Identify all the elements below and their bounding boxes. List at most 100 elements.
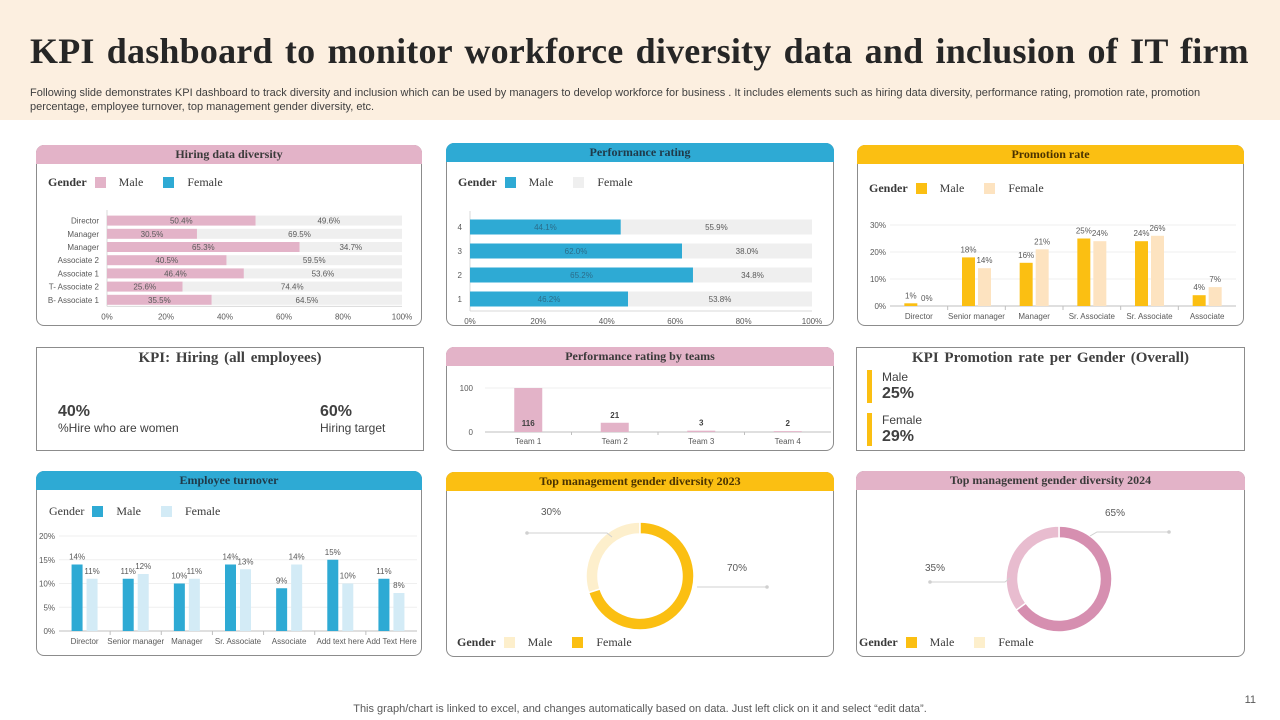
mgmt2024-donut-chart[interactable]: 65% 35% [857,494,1244,634]
category-label: Add Text Here [366,637,417,646]
bar-male [1192,295,1206,306]
legend-label-male: Male [118,175,144,189]
data-label-female: 49.6% [317,217,340,226]
mgmt2023-donut-chart[interactable]: 30% 70% [447,495,833,635]
category-label: Add text here [316,637,364,646]
data-label-male: 65.3% [192,243,215,252]
mgmt2023-panel-title: Top management gender diversity 2023 [446,472,834,491]
bar-male [225,564,236,631]
data-label-male: 14% [69,553,85,562]
legend-title: Gender [869,181,908,195]
category-label: Associate 1 [58,269,100,278]
y-tick-label: 20% [39,532,55,541]
data-label: 3 [699,419,704,428]
y-tick-label: 15% [39,556,55,565]
turnover-panel: Employee turnover Gender Male Female 0% 5… [36,471,422,656]
page-subtitle: Following slide demonstrates KPI dashboa… [30,87,1201,113]
mgmt2024-legend: Gender Male Female [859,635,1054,650]
donut-slice-male [1005,525,1060,612]
category-label: Associate [272,637,307,646]
data-label-female: 0% [921,294,933,303]
bar-female [393,593,405,631]
data-label-male: 10% [171,572,187,581]
promotion-panel-title: Promotion rate [857,145,1244,164]
bar-female [226,255,402,266]
bar-female [255,215,402,226]
x-tick-label: 40% [599,317,615,326]
page-number: 11 [1244,694,1256,706]
data-label-female: 26% [1149,224,1165,233]
legend-label-female: Female [998,635,1034,649]
data-label-male: 24% [1133,229,1149,238]
bar [514,388,543,432]
data-label-female: 12% [135,562,151,571]
bar-female [240,569,251,631]
category-label: T- Associate 2 [49,283,100,292]
category-label: Manager [67,230,99,239]
bar-male [107,255,227,266]
bar-female [1151,235,1164,306]
legend-label-female: Female [187,175,223,189]
data-label-male: 65.2% [570,271,593,280]
data-label-female: 53.6% [312,269,335,278]
y-tick-label: 0 [469,428,474,437]
hiring-chart[interactable]: 50.4% 49.6% Director 30.5% 69.5% Manager 65.3%… [37,206,421,326]
y-tick-label: 10% [870,275,886,284]
x-tick-label: 20% [530,317,546,326]
male-indicator-bar [867,370,872,403]
bar-male [962,257,975,306]
category-label: Director [71,217,99,226]
bar [687,430,716,432]
kpi-promotion-panel: KPI Promotion rate per Gender (Overall) … [856,347,1245,451]
perf-teams-chart[interactable]: 100 0 116 Team 1 21 Team 2 3 Team 3 2 Team 4 [447,370,833,450]
legend-label-female: Female [596,635,632,649]
y-tick-label: 0% [874,302,886,311]
promotion-panel: Promotion rate Gender Male Female 0% 10% 2… [857,145,1244,326]
data-label-female: 55.9% [705,223,728,232]
category-label: Team 4 [775,437,802,446]
promotion-chart[interactable]: 0% 10% 20% 30% 1% 0% Director 18%14% Senior mana… [858,216,1243,326]
bar-female [978,268,991,306]
bar-male [276,588,288,631]
bar-female [137,574,149,631]
data-label-male: 14% [222,553,238,562]
bar-male [1077,238,1091,306]
legend-swatch-male [915,183,927,194]
data-label: 21 [610,411,619,420]
kpi-hiring-title: KPI: Hiring (all employees) [138,350,322,366]
kpi-hiring-panel: KPI: Hiring (all employees) 40% %Hire wh… [36,347,424,451]
female-promotion-value: 29% [882,428,915,445]
data-label-male: 18% [960,245,976,254]
leader-dot [928,580,932,584]
bar-male [327,559,339,631]
category-label: Associate 2 [58,256,100,265]
legend-title: Gender [458,175,497,189]
category-label: Associate [1190,312,1225,321]
legend-label-male: Male [116,504,141,518]
x-tick-label: 80% [335,312,351,321]
legend-label-male: Male [939,181,965,195]
leader-dot [765,585,769,589]
data-label-female: 7% [1209,275,1221,284]
y-tick-label: 0% [43,627,55,636]
hire-women-label: %Hire who are women [58,421,179,435]
performance-chart[interactable]: 44.1% 55.9% 4 62.0% 38.0% 3 65.2% 34.8% 2 46.2% 53… [447,210,833,326]
x-tick-label: 100% [802,317,822,326]
hiring-panel-title: Hiring data diversity [36,145,422,164]
turnover-chart[interactable]: 0%5%10%15%20%14%11%Director11%12%Senior … [37,528,421,648]
data-label-female: 14% [289,553,305,562]
bar-female [342,583,354,631]
data-label-female: 34.8% [741,271,764,280]
legend-swatch-male [94,177,106,188]
kpi-promotion-title: KPI Promotion rate per Gender (Overall) [911,350,1190,366]
mgmt2024-panel-title: Top management gender diversity 2024 [856,471,1245,490]
legend-label-male: Male [528,175,554,189]
data-label-male: 15% [325,548,341,557]
data-label: 35% [925,563,945,574]
data-label-female: 74.4% [281,283,304,292]
bar-female [243,268,402,279]
legend-swatch-male [503,637,515,648]
legend-label-male: Male [527,635,553,649]
bar-male [378,578,390,631]
data-label-female: 14% [976,256,992,265]
